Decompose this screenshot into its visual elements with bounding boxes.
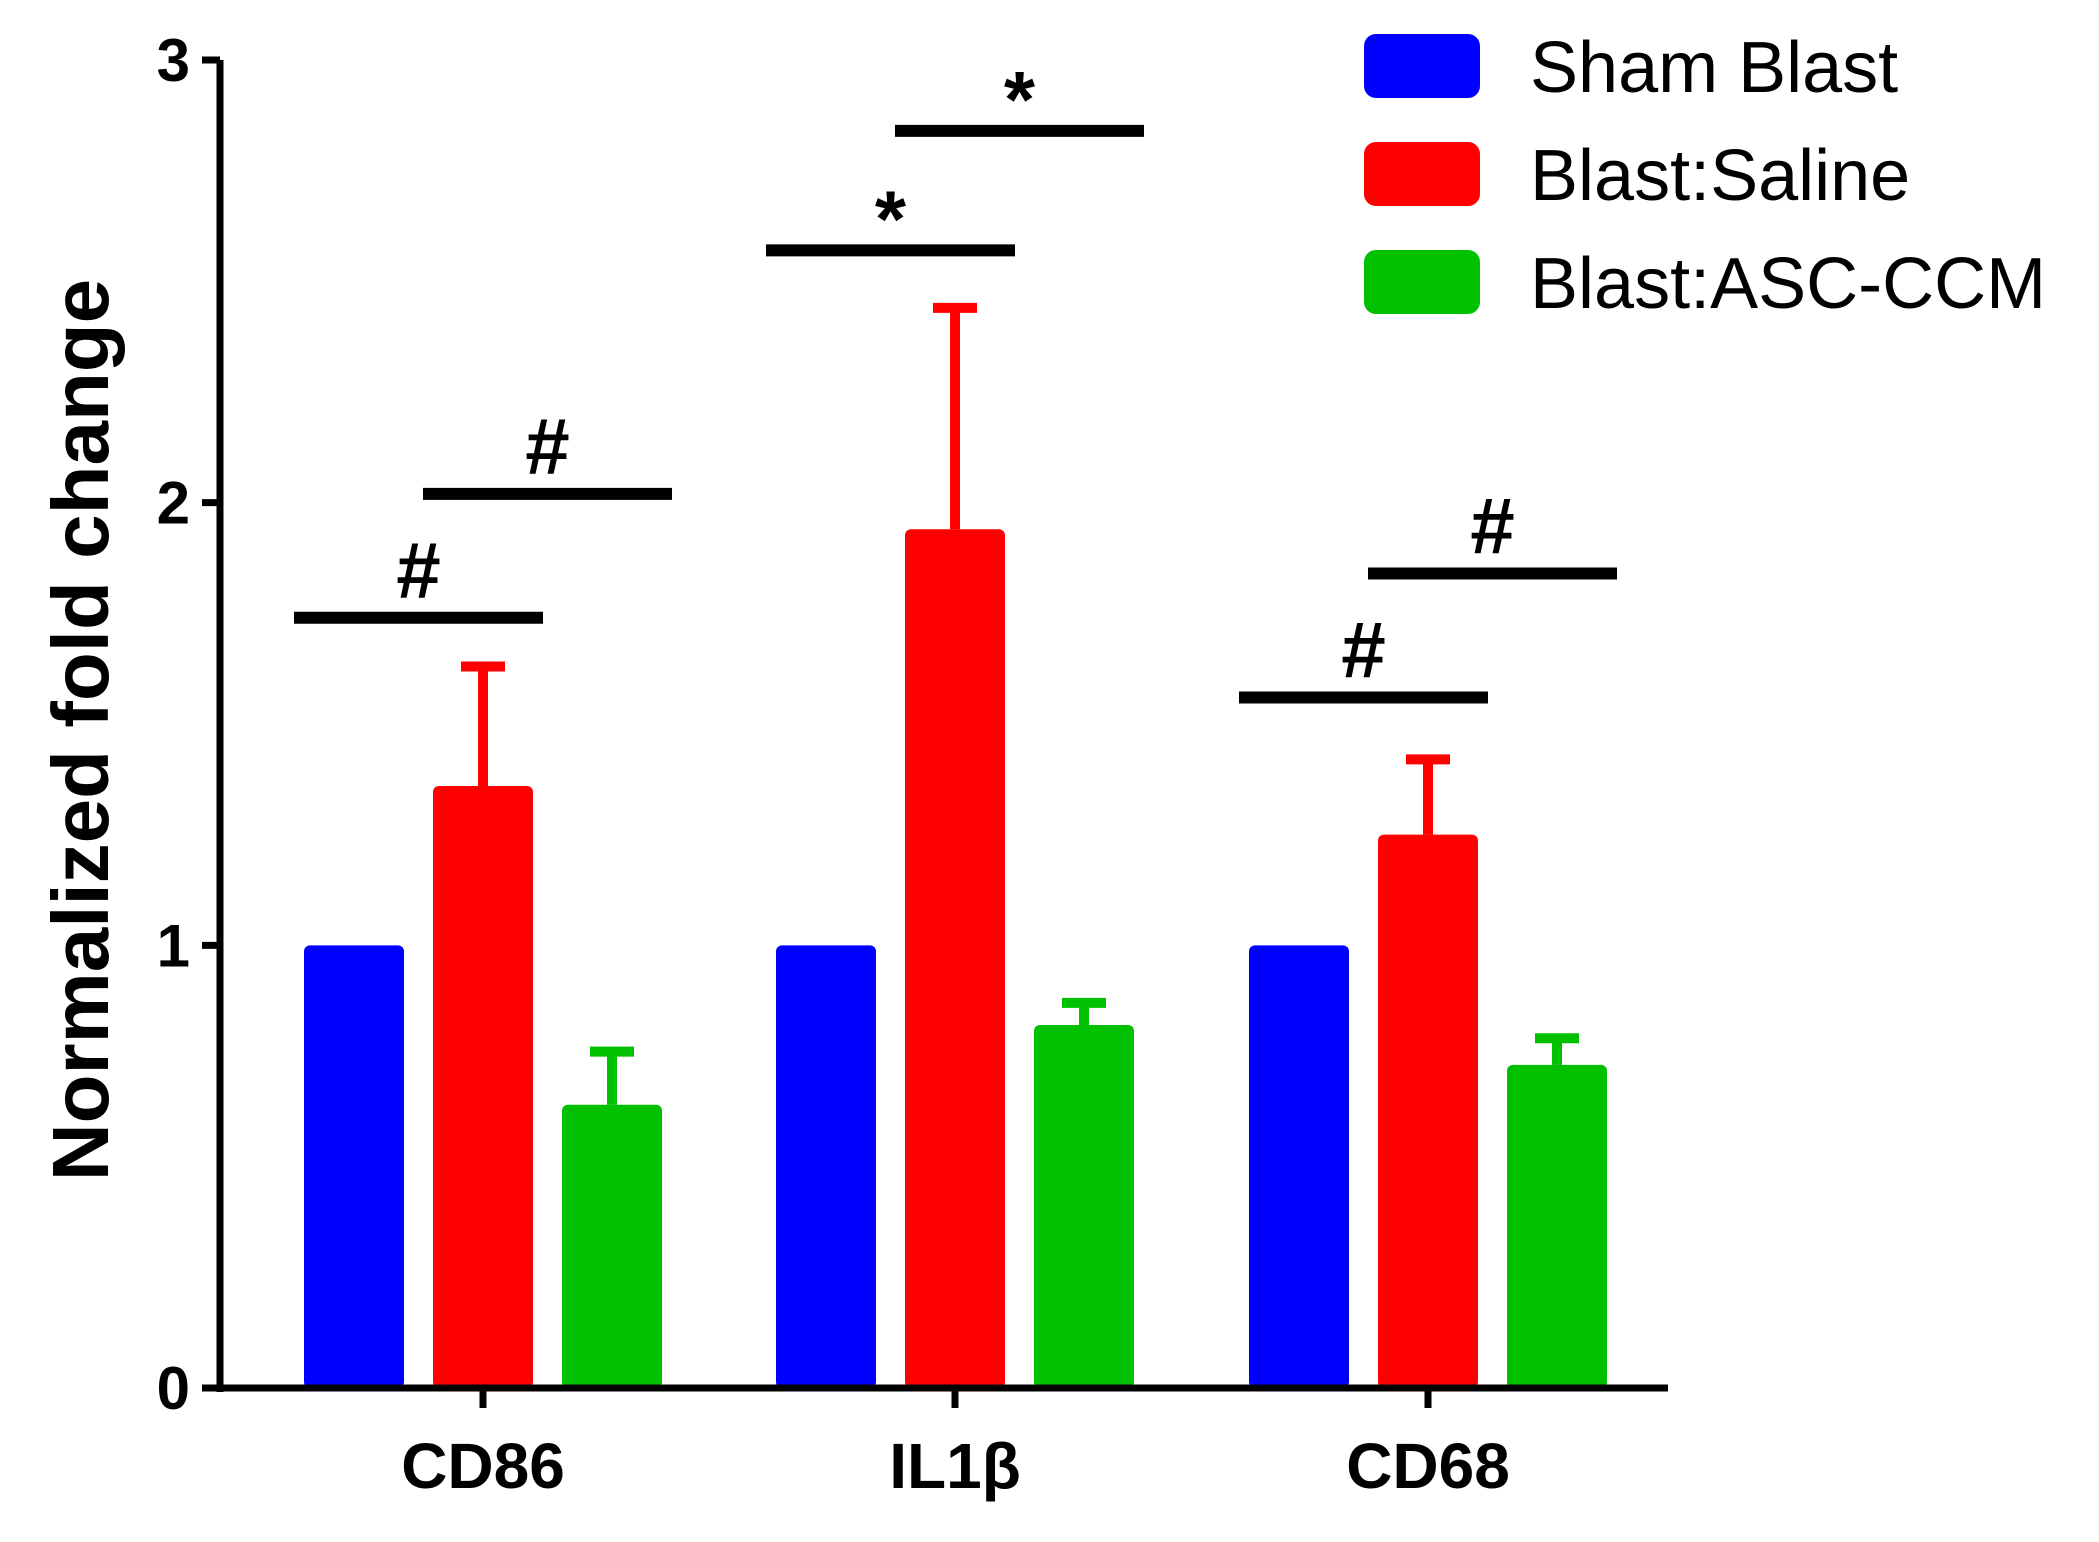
bar-sham-blast-1 (776, 945, 876, 1388)
legend: Sham Blast Blast:Saline Blast:ASC-CCM (1364, 28, 2046, 324)
y-axis-label: Normalized fold change (36, 279, 125, 1181)
error-bars-layer (461, 302, 1579, 1105)
x-tick-label-0: CD86 (401, 1430, 565, 1502)
legend-label-0: Sham Blast (1530, 28, 1898, 108)
significance-marker-0: # (396, 526, 441, 615)
bar-blast-saline-0 (433, 785, 533, 1388)
significance-marker-5: # (1470, 481, 1515, 570)
bar-blast-asc-ccm-1 (1034, 1025, 1134, 1388)
legend-label-1: Blast:Saline (1530, 136, 1910, 216)
bar-blast-asc-ccm-2 (1507, 1064, 1607, 1388)
axes: 0 1 2 3 CD86 IL1β CD68 (157, 27, 1668, 1502)
bar-blast-asc-ccm-0 (562, 1104, 662, 1388)
y-tick-label-0: 0 (157, 1355, 190, 1422)
legend-swatch-0 (1364, 34, 1480, 98)
bar-blast-saline-1 (905, 529, 1005, 1388)
bar-sham-blast-0 (304, 945, 404, 1388)
y-tick-label-1: 1 (157, 912, 190, 979)
y-tick-label-2: 2 (157, 470, 190, 537)
significance-marker-1: # (525, 402, 570, 491)
bars-layer (304, 529, 1607, 1388)
legend-swatch-1 (1364, 142, 1480, 206)
y-tick-label-3: 3 (157, 27, 190, 94)
significance-marker-3: * (1004, 55, 1036, 144)
bar-blast-saline-2 (1378, 834, 1478, 1388)
x-tick-label-2: CD68 (1346, 1430, 1510, 1502)
significance-marker-2: * (875, 174, 907, 263)
significance-annotations: # # * * # # (294, 55, 1617, 704)
bar-sham-blast-2 (1249, 945, 1349, 1388)
significance-marker-4: # (1341, 605, 1386, 694)
x-tick-label-1: IL1β (889, 1430, 1021, 1502)
legend-label-2: Blast:ASC-CCM (1530, 244, 2046, 324)
legend-swatch-2 (1364, 250, 1480, 314)
